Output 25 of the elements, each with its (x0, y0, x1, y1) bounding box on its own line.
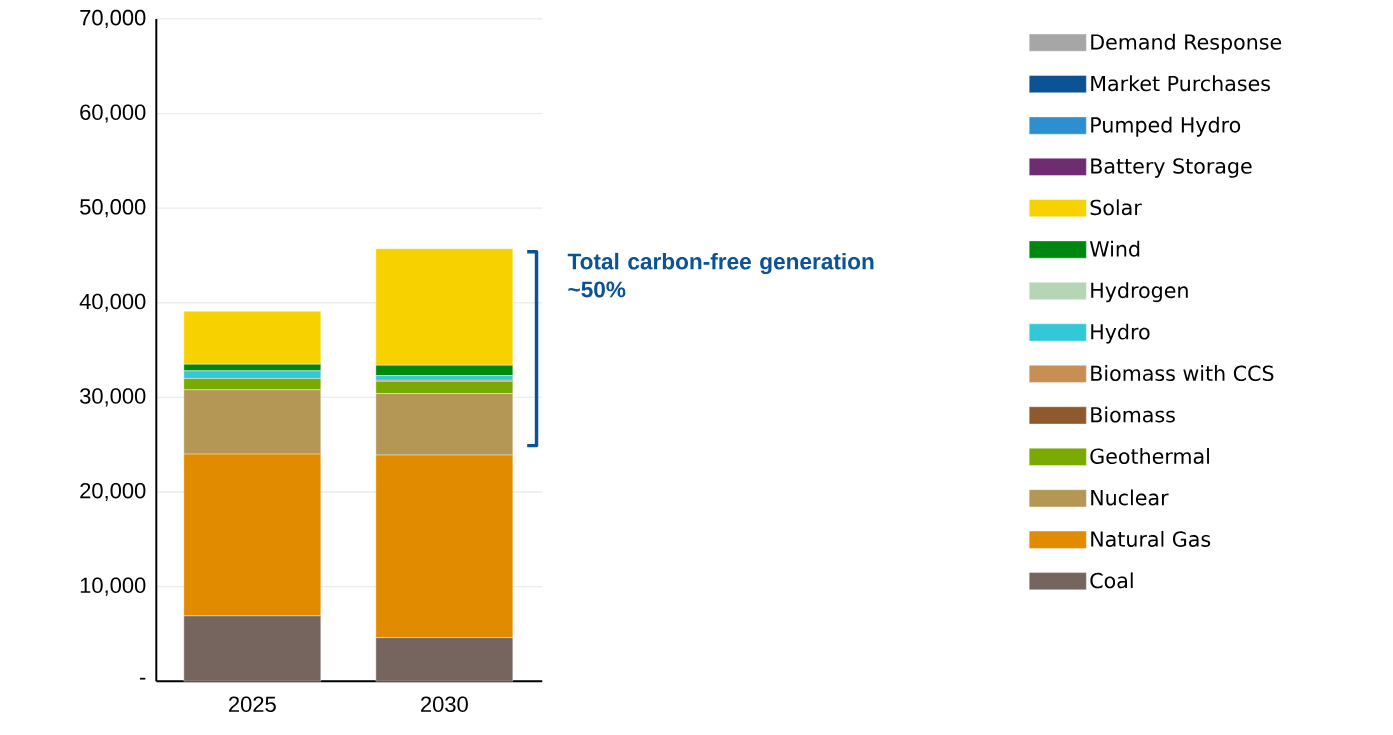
legend-label: Hydrogen (1091, 282, 1188, 303)
legend-label: Nuclear (1091, 489, 1169, 506)
y-tick-label: 20,000 (80, 482, 146, 502)
text: Total carbon-free generation ~50% (567, 252, 874, 298)
legend-label: Natural Gas (1091, 530, 1211, 547)
y-tick-label: 50,000 (80, 199, 146, 218)
legend-label: Coal (1090, 572, 1133, 589)
legend-label: Demand Response (1091, 33, 1282, 54)
y-tick-label: 70,000 (80, 9, 146, 28)
x-tick-label: 2030 (421, 696, 468, 713)
legend-label: Wind (1089, 240, 1140, 257)
y-tick-label: - (139, 677, 146, 680)
legend-label: Battery Storage (1091, 158, 1252, 178)
legend-label: Geothermal (1090, 448, 1209, 464)
legend-label: Hydro (1091, 323, 1150, 344)
legend-label: Market Purchases (1091, 75, 1270, 92)
x-tick-label: 2025 (229, 696, 276, 713)
legend-label: Biomass with CCS (1091, 365, 1274, 382)
legend-label: Pumped Hydro (1091, 116, 1241, 137)
legend-label: Solar (1090, 199, 1142, 216)
y-tick-label: 10,000 (80, 577, 146, 596)
y-tick-label: 30,000 (80, 388, 146, 407)
y-tick-label: 60,000 (80, 104, 146, 123)
legend-label: Biomass (1091, 406, 1175, 423)
y-tick-label: 40,000 (79, 293, 146, 312)
